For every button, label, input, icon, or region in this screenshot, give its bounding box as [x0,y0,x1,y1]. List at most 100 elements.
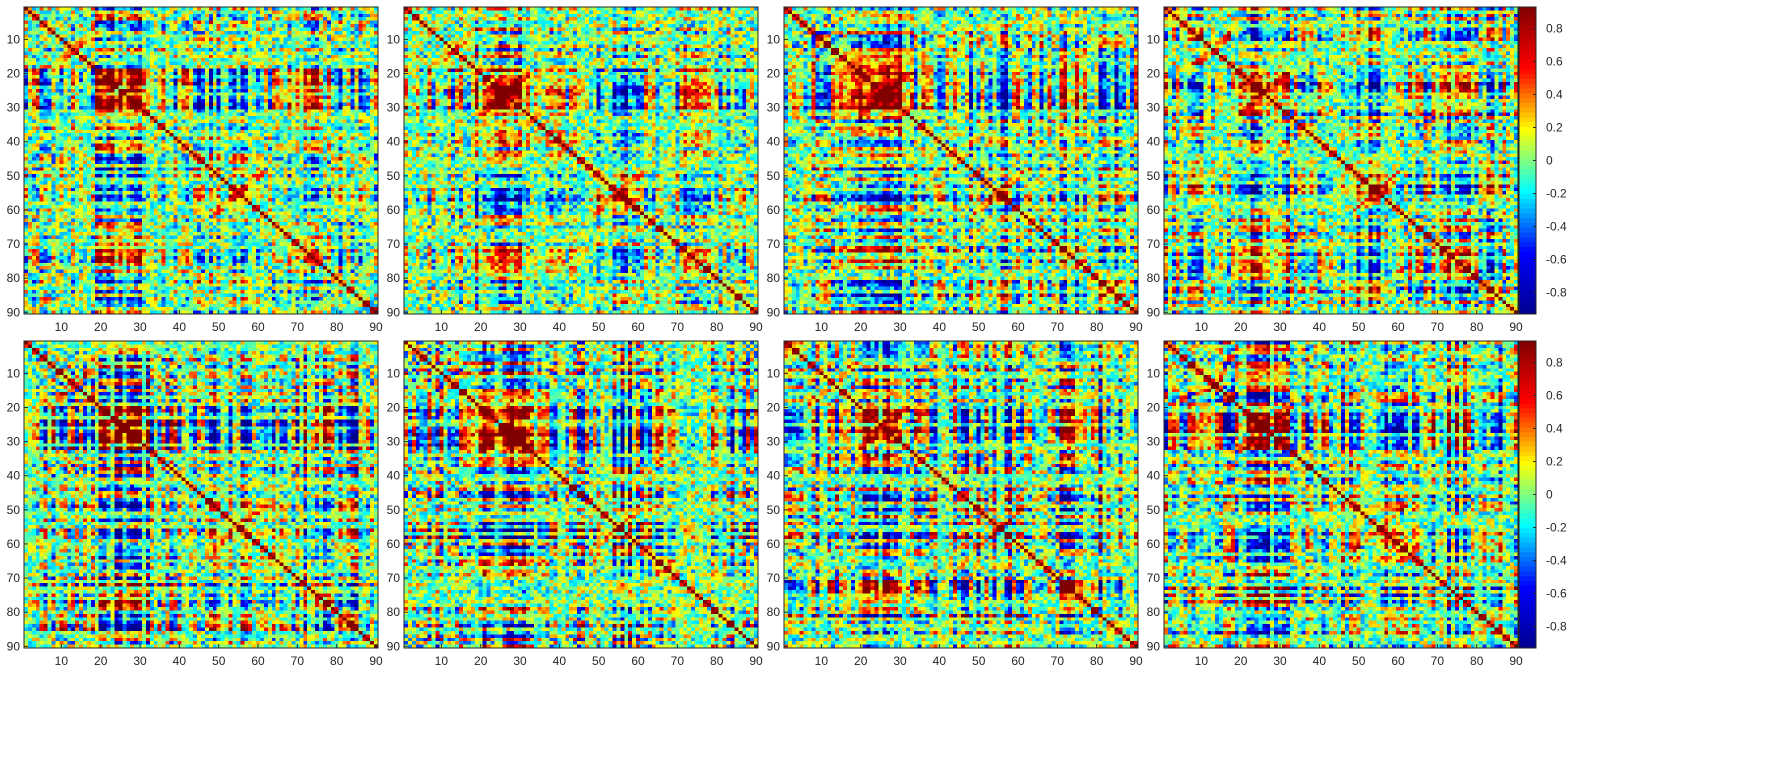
heatmap-cell [343,48,347,52]
heatmap-cell [138,34,142,38]
heatmap-cell [366,17,370,21]
heatmap-cell [264,27,268,31]
heatmap-cell [189,34,193,38]
heatmap-cell [343,34,347,38]
heatmap-cell [185,55,189,59]
heatmap-cell [248,58,252,62]
heatmap-cell [272,58,276,62]
heatmap-cell [170,51,174,55]
heatmap-cell [28,41,32,45]
heatmap-cell [142,45,146,49]
heatmap-cell [276,7,280,11]
heatmap-cell [291,31,295,35]
heatmap-cell [350,45,354,49]
heatmap-cell [87,58,91,62]
heatmap-cell [209,34,213,38]
heatmap-cell [193,58,197,62]
heatmap-cell [59,27,63,31]
heatmap-cell [150,45,154,49]
heatmap-cell [103,14,107,18]
heatmap-cell [276,48,280,52]
heatmap-cell [177,21,181,25]
heatmap-cell [362,41,366,45]
heatmap-cell [335,10,339,14]
heatmap-cell [91,51,95,55]
heatmap-cell [173,58,177,62]
heatmap-cell [134,31,138,35]
heatmap-cell [158,21,162,25]
heatmap-cell [36,45,40,49]
heatmap-cell [335,17,339,21]
heatmap-cell [114,14,118,18]
heatmap-cell [358,7,362,11]
heatmap-cell [256,48,260,52]
heatmap-cell [146,55,150,59]
heatmap-cell [201,17,205,21]
heatmap-cell [154,58,158,62]
heatmap-cell [229,17,233,21]
heatmap-cell [126,48,130,52]
heatmap-cell [209,31,213,35]
heatmap-cell [232,10,236,14]
heatmap-cell [311,38,315,42]
heatmap-cell [55,45,59,49]
heatmap-cell [256,41,260,45]
heatmap-cell [213,58,217,62]
heatmap-cell [40,51,44,55]
heatmap-cell [303,38,307,42]
heatmap-cell [299,27,303,31]
heatmap-cell [319,51,323,55]
heatmap-cell [52,38,56,42]
heatmap-cell [335,34,339,38]
heatmap-cell [240,17,244,21]
heatmap-cell [221,51,225,55]
heatmap-cell [256,21,260,25]
heatmap-cell [158,38,162,42]
heatmap-cell [111,14,115,18]
heatmap-cell [111,27,115,31]
heatmap-cell [331,45,335,49]
heatmap-cell [229,27,233,31]
heatmap-cell [240,51,244,55]
heatmap-cell [225,10,229,14]
heatmap-cell [232,55,236,59]
heatmap-cell [343,41,347,45]
heatmap-cell [24,55,28,59]
heatmap-cell [295,41,299,45]
heatmap-cell [111,17,115,21]
heatmap-cell [307,10,311,14]
heatmap-cell [201,34,205,38]
heatmap-cell [248,31,252,35]
heatmap-cell [28,51,32,55]
heatmap-cell [209,24,213,28]
heatmap-cell [166,38,170,42]
heatmap-cell [114,48,118,52]
heatmap-cell [260,58,264,62]
heatmap-cell [150,31,154,35]
heatmap-cell [284,7,288,11]
heatmap-cell [358,21,362,25]
heatmap-cell [358,48,362,52]
heatmap-cell [307,14,311,18]
heatmap-cell [63,34,67,38]
heatmap-cell [67,55,71,59]
heatmap-cell [181,24,185,28]
heatmap-cell [55,58,59,62]
heatmap-cell [201,45,205,49]
heatmap-cell [158,58,162,62]
heatmap-cell [44,31,48,35]
heatmap-cell [295,7,299,11]
heatmap-cell [32,51,36,55]
heatmap-cell [162,24,166,28]
heatmap-cell [358,51,362,55]
heatmap-cell [87,14,91,18]
heatmap-cell [40,41,44,45]
heatmap-cell [193,45,197,49]
heatmap-cell [154,41,158,45]
heatmap-cell [118,10,122,14]
heatmap-cell [154,34,158,38]
heatmap-cell [229,7,233,11]
heatmap-cell [52,51,56,55]
heatmap-cell [181,21,185,25]
heatmap-cell [126,55,130,59]
